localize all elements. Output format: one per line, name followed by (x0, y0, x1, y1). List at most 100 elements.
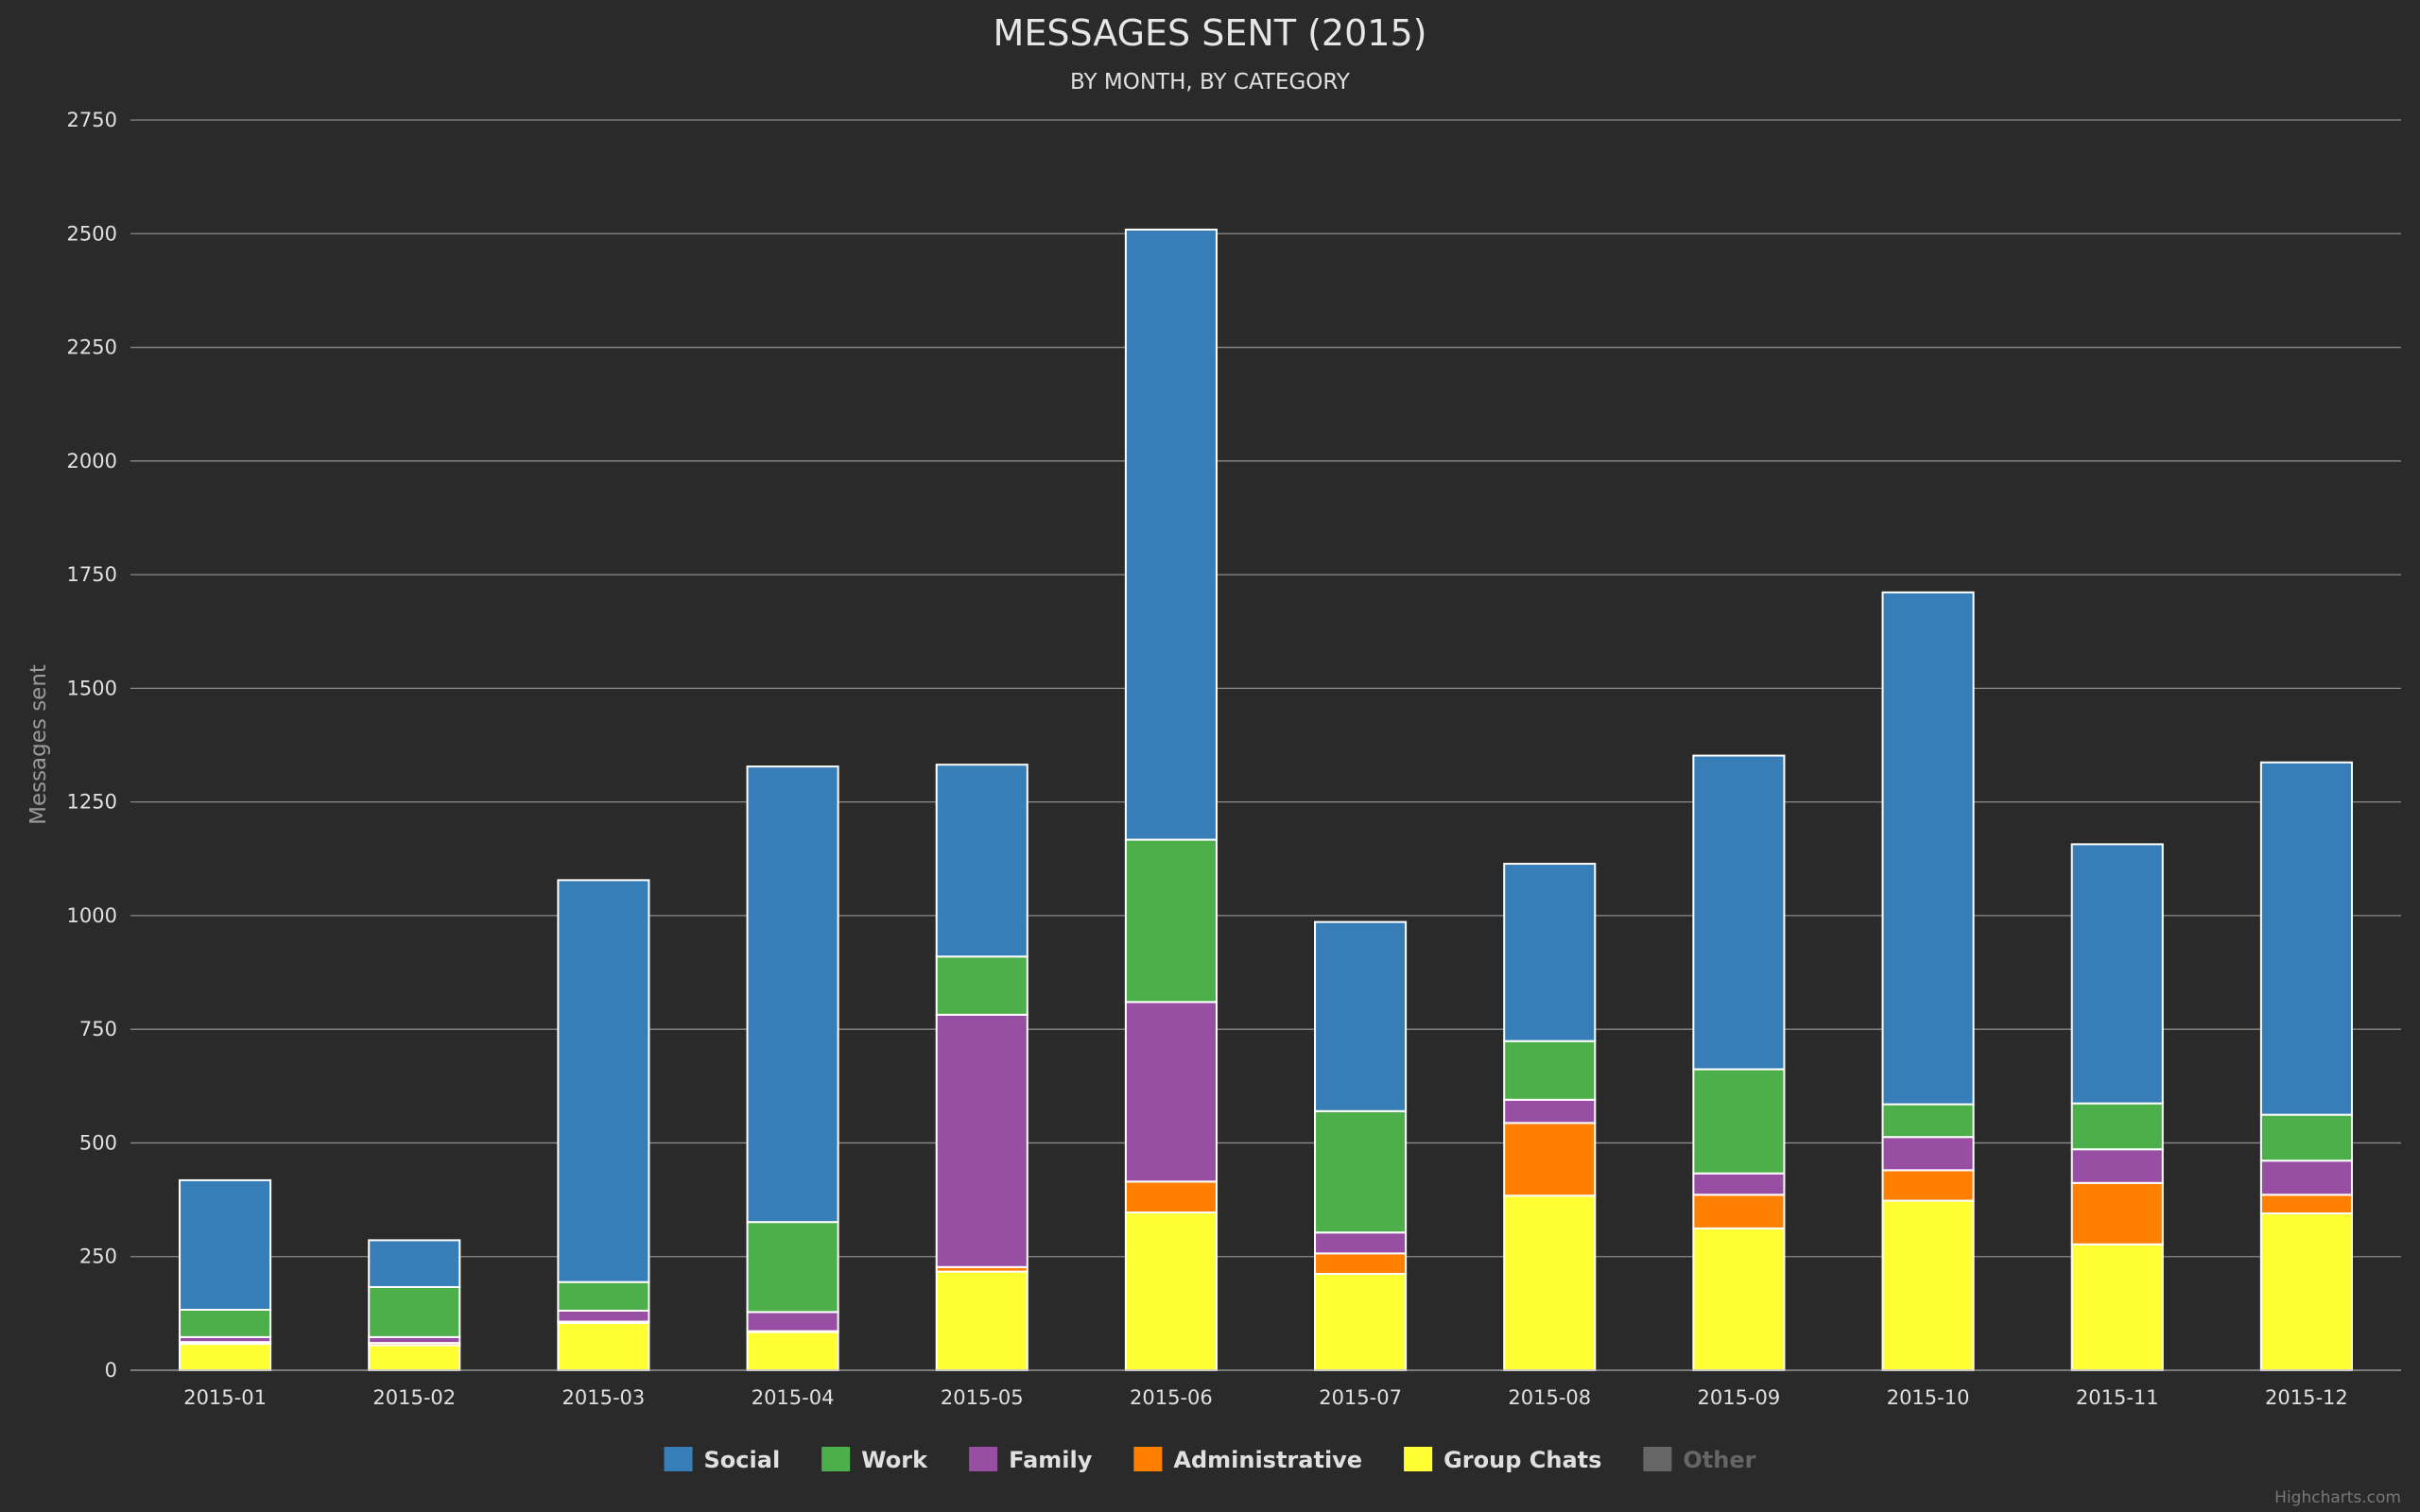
bar-stack-2015-03[interactable]: Group Chats: 104Administrative: 3Family:… (557, 879, 650, 1372)
y-tick-label: 1500 (67, 677, 117, 699)
bar-segment-work[interactable]: Work: 129 (1503, 1040, 1597, 1101)
bar-segment-social[interactable]: Social: 775 (2259, 761, 2353, 1116)
bar-segment-administrative[interactable]: Administrative: 74 (1692, 1194, 1786, 1229)
bar-stack-2015-08[interactable]: Group Chats: 384Administrative: 160Famil… (1503, 863, 1597, 1372)
bar-segment-social[interactable]: Social: 690 (1692, 754, 1786, 1071)
bar-segment-family[interactable]: Family: 24 (557, 1309, 650, 1323)
legend: Social Work Family Administrative Group Chat… (664, 1447, 1756, 1473)
bar-segment-administrative[interactable]: Administrative: 135 (2070, 1181, 2164, 1246)
bar-segment-group-chats[interactable]: Group Chats: 373 (1881, 1199, 1975, 1372)
bar-segment-social[interactable]: Social: 390 (1503, 863, 1597, 1042)
bar-segment-work[interactable]: Work: 110 (368, 1285, 461, 1338)
bar-stack-2015-01[interactable]: Group Chats: 58Administrative: 4Family: … (179, 1178, 272, 1371)
y-tick-label: 2750 (67, 109, 117, 131)
bar-segment-work[interactable]: Work: 60 (179, 1309, 272, 1338)
credits-link[interactable]: Highcharts.com (2274, 1488, 2401, 1507)
bar-segment-group-chats[interactable]: Group Chats: 84 (746, 1331, 839, 1372)
bar-segment-family[interactable]: Family: 74 (2070, 1148, 2164, 1184)
y-axis-label: Messages sent (26, 664, 51, 825)
bar-segment-group-chats[interactable]: Group Chats: 55 (368, 1344, 461, 1372)
y-tick-label: 250 (79, 1246, 117, 1268)
bar-segment-work[interactable]: Work: 101 (2070, 1102, 2164, 1151)
bar-segment-group-chats[interactable]: Group Chats: 217 (935, 1270, 1028, 1371)
legend-item-work[interactable]: Work (821, 1447, 928, 1473)
bar-segment-work[interactable]: Work: 72 (1881, 1103, 1975, 1139)
bar-stack-2015-04[interactable]: Group Chats: 84Administrative: 2Family: … (746, 765, 839, 1372)
bar-stack-2015-05[interactable]: Group Chats: 217Administrative: 10Family… (935, 764, 1028, 1371)
y-tick-label: 750 (79, 1018, 117, 1040)
x-tick-label: 2015-10 (1887, 1386, 1970, 1409)
x-tick-label: 2015-04 (752, 1386, 835, 1409)
bar-segment-family[interactable]: Family: 75 (2259, 1160, 2353, 1196)
bar-stack-2015-12[interactable]: Group Chats: 345Administrative: 41Family… (2259, 761, 2353, 1372)
bar-segment-social[interactable]: Social: 285 (179, 1178, 272, 1312)
bar-segment-social[interactable]: Social: 422 (935, 764, 1028, 958)
bar-segment-social[interactable]: Social: 416 (1314, 920, 1408, 1112)
bar-segment-group-chats[interactable]: Group Chats: 384 (1503, 1194, 1597, 1372)
legend-swatch (1643, 1447, 1672, 1471)
legend-label: Family (1009, 1447, 1093, 1473)
bars: Group Chats: 58Administrative: 4Family: … (179, 228, 2353, 1372)
bar-stack-2015-07[interactable]: Group Chats: 212Administrative: 45Family… (1314, 920, 1408, 1371)
legend-swatch (1133, 1447, 1163, 1471)
bar-segment-family[interactable]: Family: 395 (1124, 1001, 1218, 1183)
x-axis-tick-labels: 2015-01 2015-02 2015-03 2015-04 2015-05 2015-… (183, 1386, 2348, 1409)
legend-item-social[interactable]: Social (664, 1447, 781, 1473)
legend-label: Work (861, 1447, 928, 1473)
bar-segment-administrative[interactable]: Administrative: 41 (2259, 1194, 2353, 1215)
x-tick-label: 2015-11 (2076, 1386, 2159, 1409)
bar-segment-social[interactable]: Social: 1002 (746, 765, 839, 1224)
bar-segment-group-chats[interactable]: Group Chats: 345 (2259, 1212, 2353, 1372)
bar-segment-group-chats[interactable]: Group Chats: 58 (179, 1343, 272, 1371)
bar-segment-work[interactable]: Work: 63 (557, 1280, 650, 1312)
bar-segment-social[interactable]: Social: 1342 (1124, 228, 1218, 841)
bar-segment-family[interactable]: Family: 42 (746, 1311, 839, 1332)
legend-swatch (821, 1447, 851, 1471)
bar-stack-2015-11[interactable]: Group Chats: 277Administrative: 135Famil… (2070, 843, 2164, 1371)
bar-segment-group-chats[interactable]: Group Chats: 212 (1314, 1273, 1408, 1371)
x-tick-label: 2015-05 (941, 1386, 1024, 1409)
bar-segment-work[interactable]: Work: 128 (935, 955, 1028, 1016)
legend-label: Administrative (1173, 1447, 1362, 1473)
x-tick-label: 2015-09 (1698, 1386, 1781, 1409)
bar-segment-group-chats[interactable]: Group Chats: 312 (1692, 1227, 1786, 1372)
bar-stack-2015-10[interactable]: Group Chats: 373Administrative: 67Family… (1881, 591, 1975, 1372)
legend-item-family[interactable]: Family (969, 1447, 1093, 1473)
bar-segment-family[interactable]: Family: 47 (1692, 1172, 1786, 1196)
y-tick-label: 1000 (67, 904, 117, 927)
bar-segment-work[interactable]: Work: 198 (746, 1221, 839, 1314)
bar-segment-group-chats[interactable]: Group Chats: 347 (1124, 1211, 1218, 1371)
bar-segment-administrative[interactable]: Administrative: 68 (1124, 1180, 1218, 1214)
bar-segment-work[interactable]: Work: 101 (2259, 1113, 2353, 1162)
legend-label: Other (1683, 1447, 1755, 1473)
x-tick-label: 2015-12 (2265, 1386, 2348, 1409)
bar-segment-work[interactable]: Work: 267 (1314, 1109, 1408, 1234)
bar-segment-family[interactable]: Family: 51 (1503, 1098, 1597, 1125)
y-tick-label: 1750 (67, 563, 117, 586)
bar-segment-family[interactable]: Family: 73 (1881, 1136, 1975, 1172)
bar-segment-work[interactable]: Work: 229 (1692, 1068, 1786, 1175)
bar-segment-family[interactable]: Family: 46 (1314, 1231, 1408, 1255)
bar-segment-social[interactable]: Social: 570 (2070, 843, 2164, 1105)
bar-segment-administrative[interactable]: Administrative: 45 (1314, 1252, 1408, 1276)
bar-stack-2015-02[interactable]: Group Chats: 55Administrative: 5Family: … (368, 1239, 461, 1372)
x-tick-label: 2015-02 (372, 1386, 456, 1409)
bar-segment-group-chats[interactable]: Group Chats: 277 (2070, 1243, 2164, 1371)
bar-segment-administrative[interactable]: Administrative: 67 (1881, 1169, 1975, 1202)
y-tick-label: 1250 (67, 791, 117, 814)
bar-segment-work[interactable]: Work: 357 (1124, 838, 1218, 1004)
legend-item-other[interactable]: Other (1643, 1447, 1756, 1473)
legend-item-group-chats[interactable]: Group Chats (1404, 1447, 1601, 1473)
bar-segment-group-chats[interactable]: Group Chats: 104 (557, 1321, 650, 1372)
bar-segment-social[interactable]: Social: 103 (368, 1239, 461, 1288)
bar-segment-social[interactable]: Social: 1126 (1881, 591, 1975, 1106)
bar-stack-2015-06[interactable]: Group Chats: 347Administrative: 68Family… (1124, 228, 1218, 1371)
x-tick-label: 2015-06 (1130, 1386, 1213, 1409)
chart-title: MESSAGES SENT (2015) (994, 12, 1427, 54)
bar-segment-administrative[interactable]: Administrative: 160 (1503, 1122, 1597, 1197)
bar-stack-2015-09[interactable]: Group Chats: 312Administrative: 74Family… (1692, 754, 1786, 1372)
bar-segment-family[interactable]: Family: 555 (935, 1013, 1028, 1268)
bar-segment-social[interactable]: Social: 884 (557, 879, 650, 1283)
legend-item-administrative[interactable]: Administrative (1133, 1447, 1362, 1473)
